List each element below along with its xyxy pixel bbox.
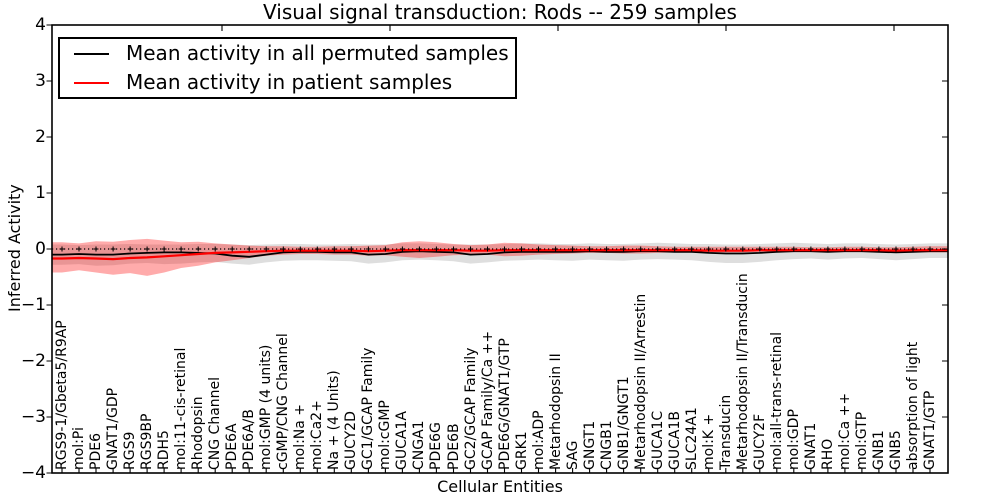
y-tick-label: −3 [20,407,46,427]
x-tick-label: mol:Na + [292,403,309,470]
axis-ticks [46,24,948,474]
x-tick-label: GUCA1C [649,410,666,470]
x-tick-label: mol:Pi [71,427,87,470]
line-mean-patient [52,249,948,261]
legend-item: Mean activity in patient samples [60,68,515,97]
x-tick-label: PDE6 [88,433,104,470]
x-tick-label: Metarhodopsin II [547,353,564,470]
x-tick-label: GNB5 [888,430,904,470]
legend-item-label: Mean activity in patient samples [126,70,453,94]
chart-title: Visual signal transduction: Rods -- 259 … [263,0,737,24]
legend-item: Mean activity in all permuted samples [60,39,515,68]
y-tick-label: −2 [20,351,46,371]
x-tick-label: CNGA1 [411,420,428,470]
x-tick-label: mol:GMP (4 units) [258,344,275,470]
x-tick-label: mol:11-cis-retinal [173,347,190,470]
x-tick-label: Transducin [717,394,734,470]
y-tick-label: 0 [35,239,46,259]
band-patient [52,238,948,276]
x-tick-label: GCAP Family/Ca ++ [479,330,496,470]
y-tick-label: 3 [35,71,46,91]
x-tick-label: GC1/GCAP Family [360,347,377,470]
x-tick-label: GNAT1 [802,422,819,470]
x-tick-label: CNGB1 [598,420,615,470]
x-tick-label: PDE6A [224,423,241,470]
x-tick-label: GNAT1/GDP [105,387,122,470]
x-tick-label: mol:Ca2+ [309,400,326,470]
x-tick-label: cGMP/CNG Channel [275,333,292,470]
x-tick-label: SAG [564,440,581,470]
x-tick-label: mol:ADP [530,410,547,470]
x-tick-label: Metarhodopsin II/Arrestin [632,293,649,470]
x-tick-label: RDH5 [156,430,173,470]
legend: Mean activity in all permuted samples Me… [58,37,517,99]
x-tick-label: GRK1 [513,431,530,470]
x-tick-label: CNG Channel [207,376,224,470]
x-tick-label: Na + (4 Units) [326,370,343,470]
x-tick-label: mol:K + [700,413,717,470]
x-tick-label: SLC24A1 [683,407,700,470]
x-tick-label: PDE6G [428,422,445,470]
x-axis-label: Cellular Entities [437,477,563,496]
x-tick-label: GUCY2F [751,413,768,470]
y-tick-label: 4 [35,15,46,35]
y-tick-label: 2 [35,127,46,147]
legend-item-label: Mean activity in all permuted samples [126,41,509,65]
x-tick-label: mol:Ca ++ [836,392,853,470]
x-tick-label: PDE6A/B [241,409,258,470]
x-tick-label: GUCA1A [394,411,411,470]
x-tick-label: PDE6G/GNAT1/GTP [496,338,513,470]
x-tick-label: GC2/GCAP Family [462,347,479,470]
x-tick-label: GNB1/GNGT1 [615,376,632,470]
x-tick-label: PDE6B [445,423,462,470]
x-tick-label: mol:cGMP [377,400,394,470]
x-tick-label: Rhodopsin [190,396,207,470]
x-tick-label: absorption of light [905,341,921,470]
legend-line-sample-red [74,81,109,84]
x-tick-label: RGS9-1/Gbeta5/R9AP [54,320,70,470]
x-tick-label: mol:all-trans-retinal [768,331,785,470]
x-tick-label: mol:GDP [785,409,802,470]
x-tick-label: GUCY2D [343,411,360,470]
x-tick-label: RGS9BP [139,413,156,470]
y-tick-label: −1 [20,295,46,315]
x-tick-label: RHO [819,438,836,470]
x-tick-label: GNB1 [870,430,887,470]
x-tick-label: mol:GTP [853,411,870,470]
y-tick-label: −4 [20,463,46,483]
x-tick-label: GUCA1B [666,411,683,470]
x-tick-label: GNAT1/GTP [922,390,938,470]
zero-baseline-plus-markers [59,246,933,252]
legend-line-sample-black [74,52,109,55]
y-tick-label: 1 [35,183,46,203]
x-tick-label: GNGT1 [581,420,598,470]
x-tick-label: RGS9 [122,431,139,470]
x-tick-label: Metarhodopsin II/Transducin [734,273,751,470]
